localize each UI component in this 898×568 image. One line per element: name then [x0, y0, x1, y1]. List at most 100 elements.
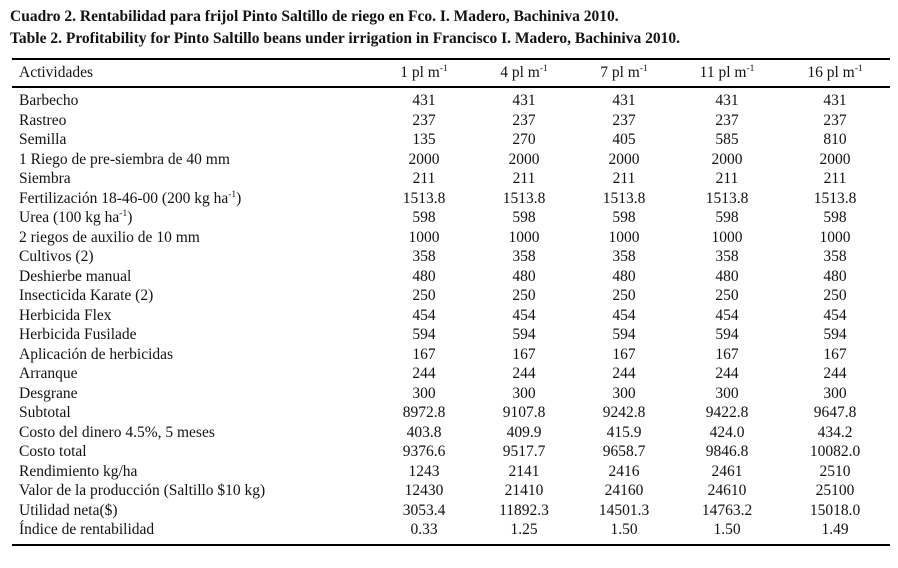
- value-cell: 250: [823, 287, 847, 304]
- activity-label: 1 Riego de pre-siembra de 40 mm: [19, 150, 230, 168]
- value-cell: 358: [715, 248, 739, 265]
- activity-label: Herbicida Flex: [19, 306, 112, 324]
- table-row: Semilla 135 270 405 585 810: [12, 130, 890, 150]
- value-cell: 237: [612, 111, 636, 129]
- value-cell: 403.8: [406, 423, 442, 441]
- table-row: Deshierbe manual 480 480 480 480 480: [12, 267, 890, 287]
- value-cell: 14763.2: [701, 501, 753, 519]
- value-cell: 211: [823, 170, 847, 187]
- value-cell: 21410: [504, 482, 544, 499]
- value-cell: 2000: [711, 150, 743, 168]
- value-cell: 431: [715, 92, 739, 109]
- value-cell: 1513.8: [502, 189, 546, 207]
- value-cell: 167: [715, 345, 739, 363]
- value-cell: 300: [715, 384, 739, 402]
- activity-label: Rendimiento kg/ha: [19, 462, 138, 480]
- table-row: Fertilización 18-46-00 (200 kg ha-1) 1513…: [12, 189, 890, 209]
- column-header-density: 7 pl m-1: [600, 64, 648, 82]
- activity-label: Utilidad neta($): [19, 501, 118, 519]
- value-cell: 480: [612, 267, 636, 285]
- table-row: Utilidad neta($) 3053.4 11892.3 14501.3 1476…: [12, 501, 890, 521]
- value-cell: 1513.8: [705, 189, 749, 207]
- value-cell: 454: [512, 306, 536, 324]
- value-cell: 2510: [819, 462, 851, 480]
- profitability-table: Actividades 1 pl m-1 4 pl m-1 7 pl m-1 11 p…: [12, 58, 890, 546]
- value-cell: 585: [715, 131, 739, 148]
- value-cell: 300: [612, 384, 636, 402]
- value-cell: 1000: [608, 228, 640, 246]
- value-cell: 237: [412, 111, 436, 129]
- value-cell: 14501.3: [598, 501, 650, 519]
- value-cell: 2141: [508, 462, 540, 480]
- table-row: Cultivos (2) 358 358 358 358 358: [12, 247, 890, 267]
- value-cell: 480: [512, 267, 536, 285]
- activity-label: Costo total: [19, 443, 87, 460]
- activity-label: Urea (100 kg ha-1): [19, 208, 133, 226]
- value-cell: 9658.7: [602, 443, 646, 460]
- column-header-density: 16 pl m-1: [807, 64, 863, 82]
- table-row: Barbecho 431 431 431 431 431: [12, 91, 890, 111]
- activity-label: Desgrane: [19, 384, 78, 402]
- value-cell: 244: [612, 365, 636, 382]
- table-row: Desgrane 300 300 300 300 300: [12, 384, 890, 404]
- value-cell: 135: [412, 131, 436, 148]
- table-row: Rastreo 237 237 237 237 237: [12, 111, 890, 131]
- value-cell: 358: [512, 248, 536, 265]
- value-cell: 1.50: [610, 521, 638, 538]
- table-row: 1 Riego de pre-siembra de 40 mm 2000 2000 2…: [12, 150, 890, 170]
- value-cell: 237: [512, 111, 536, 129]
- value-cell: 1513.8: [602, 189, 646, 207]
- value-cell: 237: [715, 111, 739, 129]
- value-cell: 454: [715, 306, 739, 324]
- value-cell: 598: [823, 209, 847, 226]
- value-cell: 9376.6: [402, 443, 446, 460]
- value-cell: 454: [823, 306, 847, 324]
- table-row: Subtotal 8972.8 9107.8 9242.8 9422.8 9647.8: [12, 403, 890, 423]
- value-cell: 431: [412, 92, 436, 109]
- value-cell: 594: [512, 326, 536, 343]
- table-row: Aplicación de herbicidas 167 167 167 167 167: [12, 345, 890, 365]
- value-cell: 244: [512, 365, 536, 382]
- value-cell: 598: [412, 209, 436, 226]
- value-cell: 250: [612, 287, 636, 304]
- table-row: Valor de la producción (Saltillo $10 kg)…: [12, 481, 890, 501]
- value-cell: 1000: [711, 228, 743, 246]
- value-cell: 211: [512, 170, 536, 187]
- value-cell: 24610: [707, 482, 747, 499]
- activity-label: Valor de la producción (Saltillo $10 kg): [19, 482, 266, 499]
- value-cell: 810: [823, 131, 847, 148]
- value-cell: 594: [715, 326, 739, 343]
- column-header-density: 11 pl m-1: [699, 64, 755, 82]
- value-cell: 594: [612, 326, 636, 343]
- value-cell: 250: [412, 287, 436, 304]
- value-cell: 0.33: [410, 521, 438, 538]
- activity-label: Insecticida Karate (2): [19, 287, 154, 304]
- value-cell: 358: [612, 248, 636, 265]
- value-cell: 431: [512, 92, 536, 109]
- value-cell: 2000: [408, 150, 440, 168]
- table-row: 2 riegos de auxilio de 10 mm 1000 1000 1000…: [12, 228, 890, 248]
- column-header-density: 1 pl m-1: [400, 64, 448, 82]
- activity-label: Costo del dinero 4.5%, 5 meses: [19, 423, 215, 441]
- value-cell: 244: [412, 365, 436, 382]
- value-cell: 480: [715, 267, 739, 285]
- activity-label: Semilla: [19, 131, 67, 148]
- value-cell: 167: [512, 345, 536, 363]
- value-cell: 598: [512, 209, 536, 226]
- value-cell: 431: [612, 92, 636, 109]
- value-cell: 11892.3: [499, 501, 549, 519]
- value-cell: 12430: [404, 482, 444, 499]
- value-cell: 270: [512, 131, 536, 148]
- value-cell: 358: [823, 248, 847, 265]
- value-cell: 211: [412, 170, 436, 187]
- value-cell: 250: [512, 287, 536, 304]
- table-row: Herbicida Flex 454 454 454 454 454: [12, 306, 890, 326]
- value-cell: 598: [715, 209, 739, 226]
- activity-label: 2 riegos de auxilio de 10 mm: [19, 228, 200, 246]
- value-cell: 9107.8: [502, 404, 546, 421]
- value-cell: 244: [823, 365, 847, 382]
- value-cell: 454: [412, 306, 436, 324]
- value-cell: 24160: [604, 482, 644, 499]
- value-cell: 244: [715, 365, 739, 382]
